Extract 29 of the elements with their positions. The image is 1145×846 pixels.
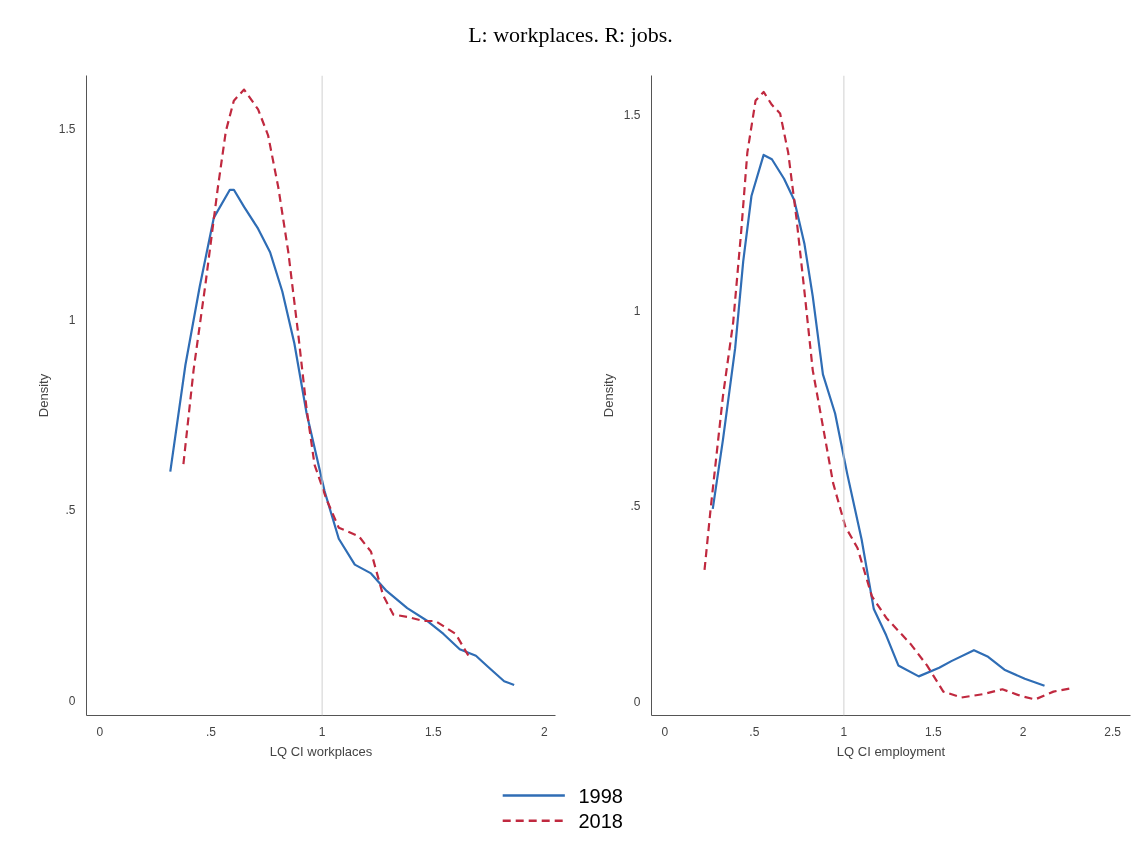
y-tick-label: 1.5 xyxy=(623,108,641,123)
y-tick-label: 1 xyxy=(633,303,641,318)
x-tick-label: 2.5 xyxy=(1104,724,1122,739)
x-tick-label: 1 xyxy=(318,724,326,739)
y-tick-label: 1 xyxy=(68,312,76,327)
x-axis-title: LQ CI workplaces xyxy=(269,743,373,759)
y-axis-title: Density xyxy=(35,373,51,418)
chart-title: L: workplaces. R: jobs. xyxy=(468,22,673,48)
x-tick-label: 2 xyxy=(541,724,549,739)
x-tick-label: 2 xyxy=(1019,724,1027,739)
y-tick-label: 0 xyxy=(633,694,641,709)
line-series xyxy=(711,153,1046,687)
x-tick-label: 1.5 xyxy=(424,724,442,739)
y-axis-title: Density xyxy=(600,373,616,418)
x-tick-label: .5 xyxy=(749,724,760,739)
legend-label: 1998 xyxy=(578,784,623,807)
x-tick-label: 1.5 xyxy=(925,724,943,739)
legend-label: 2018 xyxy=(578,809,623,832)
y-tick-label: 0 xyxy=(68,693,76,708)
x-axis-title: LQ CI employment xyxy=(836,743,946,759)
y-tick-label: .5 xyxy=(65,503,76,518)
x-tick-label: 0 xyxy=(96,724,104,739)
y-tick-label: .5 xyxy=(630,499,641,514)
x-tick-label: .5 xyxy=(205,724,217,739)
line-series xyxy=(703,90,1071,701)
line-series xyxy=(169,188,516,687)
y-tick-label: 1.5 xyxy=(58,122,76,137)
x-tick-label: 1 xyxy=(840,724,848,739)
x-tick-label: 0 xyxy=(661,724,669,739)
